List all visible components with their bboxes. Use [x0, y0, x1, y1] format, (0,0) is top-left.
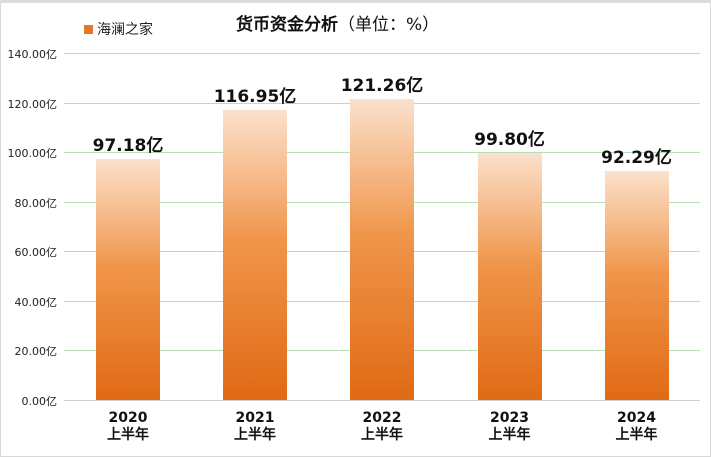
x-label-year: 2021 — [235, 410, 275, 426]
x-axis-label: 2024 上半年 — [587, 410, 687, 444]
x-label-period: 上半年 — [488, 427, 531, 443]
y-tick-label: 60.00亿 — [14, 246, 58, 259]
data-label: 99.80亿 — [474, 129, 545, 150]
y-tick-label: 0.00亿 — [21, 395, 58, 408]
x-axis-label: 2022 上半年 — [332, 410, 432, 444]
legend-label: 海澜之家 — [97, 22, 153, 38]
x-axis-label: 2020 上半年 — [78, 410, 178, 444]
data-label: 92.29亿 — [601, 148, 672, 169]
y-tick-label: 40.00亿 — [14, 296, 58, 309]
chart-title-unit: （单位：%） — [338, 15, 440, 35]
x-label-year: 2024 — [617, 410, 656, 426]
data-label: 116.95亿 — [213, 87, 297, 108]
x-label-period: 上半年 — [234, 427, 276, 443]
y-tick-label: 100.00亿 — [7, 147, 58, 160]
x-axis-label: 2023 上半年 — [460, 410, 560, 444]
x-label-period: 上半年 — [107, 427, 149, 443]
x-label-period: 上半年 — [615, 427, 658, 443]
y-tick-label: 20.00亿 — [14, 345, 58, 358]
chart-title-main: 货币资金分析 — [236, 15, 338, 35]
legend-swatch-icon — [84, 24, 93, 34]
x-label-year: 2020 — [108, 410, 148, 426]
x-label-year: 2023 — [490, 410, 529, 426]
chart-title: 货币资金分析（单位：%） — [236, 10, 439, 35]
data-label: 121.26亿 — [340, 76, 424, 97]
y-tick-label: 80.00亿 — [14, 197, 58, 210]
y-tick-label: 140.00亿 — [7, 48, 58, 61]
legend: 海澜之家 — [84, 19, 153, 39]
bar-2020[interactable] — [96, 159, 160, 400]
data-label: 97.18亿 — [92, 136, 164, 157]
bar-2021[interactable] — [223, 110, 287, 400]
y-tick-label: 120.00亿 — [7, 98, 58, 111]
gridline — [64, 53, 700, 54]
x-axis-line — [64, 400, 700, 401]
x-label-year: 2022 — [362, 410, 402, 426]
bar-2022[interactable] — [350, 99, 414, 400]
x-label-period: 上半年 — [361, 427, 403, 443]
x-axis-label: 2021 上半年 — [205, 410, 305, 444]
bar-2024[interactable] — [604, 171, 669, 400]
bar-2023[interactable] — [477, 152, 542, 400]
frame-top-border — [0, 0, 711, 3]
